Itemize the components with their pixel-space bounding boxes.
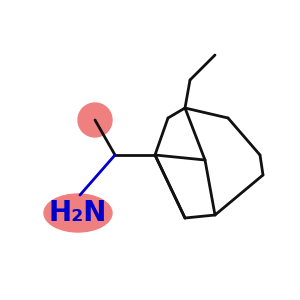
Ellipse shape [44,194,112,232]
Text: H₂N: H₂N [49,199,107,227]
Circle shape [78,103,112,137]
